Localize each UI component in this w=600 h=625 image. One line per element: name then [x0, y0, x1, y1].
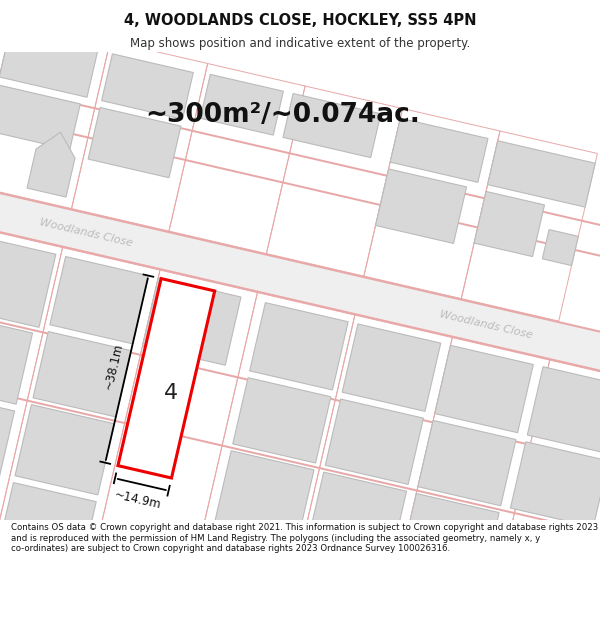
Polygon shape [283, 94, 381, 158]
Polygon shape [0, 233, 56, 328]
Polygon shape [488, 141, 595, 207]
Polygon shape [527, 367, 600, 454]
Polygon shape [214, 451, 314, 546]
Polygon shape [0, 150, 600, 414]
Polygon shape [0, 96, 600, 274]
Text: 4: 4 [164, 383, 178, 403]
Polygon shape [33, 331, 131, 417]
Polygon shape [0, 291, 600, 468]
Polygon shape [27, 132, 75, 197]
Polygon shape [118, 279, 215, 478]
Polygon shape [474, 191, 545, 257]
Polygon shape [435, 346, 533, 432]
Polygon shape [15, 404, 114, 495]
Polygon shape [88, 107, 181, 177]
Text: Map shows position and indicative extent of the property.: Map shows position and indicative extent… [130, 38, 470, 51]
Polygon shape [50, 256, 148, 344]
Polygon shape [511, 442, 600, 527]
Polygon shape [0, 482, 96, 578]
Polygon shape [142, 278, 241, 365]
Polygon shape [0, 312, 32, 404]
Polygon shape [542, 229, 578, 266]
Text: 4, WOODLANDS CLOSE, HOCKLEY, SS5 4PN: 4, WOODLANDS CLOSE, HOCKLEY, SS5 4PN [124, 13, 476, 28]
Polygon shape [0, 67, 600, 244]
Polygon shape [306, 472, 407, 568]
Polygon shape [0, 391, 14, 478]
Polygon shape [418, 421, 516, 506]
Polygon shape [250, 302, 348, 390]
Polygon shape [101, 54, 193, 119]
Polygon shape [0, 30, 98, 98]
Polygon shape [376, 169, 467, 244]
Polygon shape [0, 359, 600, 536]
Polygon shape [325, 399, 424, 484]
Polygon shape [233, 378, 331, 463]
Text: ~14.9m: ~14.9m [113, 488, 163, 512]
Polygon shape [342, 324, 441, 411]
Text: Woodlands Close: Woodlands Close [39, 217, 134, 248]
Text: ~300m²/~0.074ac.: ~300m²/~0.074ac. [145, 102, 420, 128]
Polygon shape [0, 83, 80, 150]
Polygon shape [399, 494, 499, 589]
Polygon shape [200, 74, 283, 135]
Text: Woodlands Close: Woodlands Close [439, 309, 533, 341]
Polygon shape [0, 150, 600, 377]
Polygon shape [390, 118, 488, 182]
Text: ~38.1m: ~38.1m [101, 341, 125, 391]
Text: Contains OS data © Crown copyright and database right 2021. This information is : Contains OS data © Crown copyright and d… [11, 523, 598, 553]
Polygon shape [0, 187, 600, 414]
